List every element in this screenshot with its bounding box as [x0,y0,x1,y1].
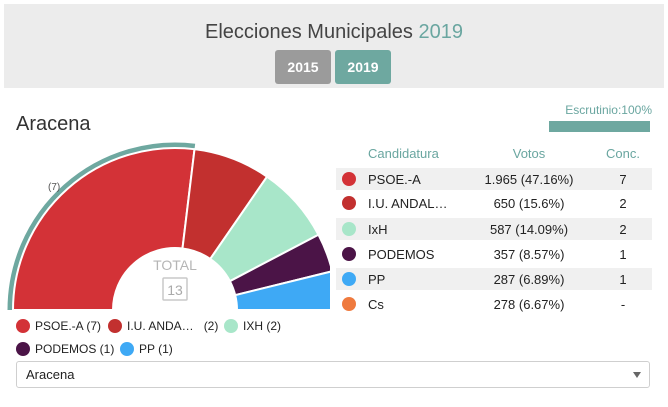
table-row: PP 287 (6.89%) 1 [336,268,652,290]
party-name: PSOE.-A [368,172,421,187]
table-row: Cs 278 (6.67%) - [336,293,652,315]
year-2019-button[interactable]: 2019 [335,50,391,84]
total-label: TOTAL [153,257,197,273]
legend-color-dot [16,319,30,333]
total-box [162,277,188,301]
party-votos: 278 (6.67%) [493,297,565,312]
column-header-votos: Votos [512,146,546,161]
escrutinio-progress-bar [549,121,650,132]
majority-arc [7,142,196,310]
party-name: IxH [368,222,388,237]
column-header-conc: Conc. [606,146,640,161]
municipio-title: Aracena [16,113,91,135]
title-text: Elecciones Municipales [205,21,413,43]
legend-label: PSOE.-A (7) [35,319,102,333]
municipio-select-value: Aracena [26,367,75,382]
table-row: PSOE.-A 1.965 (47.16%) 7 [336,168,652,190]
legend-color-dot [16,342,30,356]
legend-item[interactable]: PSOE.-A (7) [16,319,101,333]
table-row: I.U. ANDAL… 650 (15.6%) 2 [336,192,652,214]
year-2015-button[interactable]: 2015 [275,50,331,84]
legend-label: PP (1) [139,342,173,356]
party-votos: 357 (8.57%) [493,247,565,262]
escrutinio-label: Escrutinio:100% [565,103,652,117]
party-name: Cs [368,297,384,312]
party-conc: 1 [619,272,627,287]
escrutinio-progress-fill [549,121,650,132]
legend-label: I.U. ANDA… [127,319,194,333]
legend-item[interactable]: PP (1) [120,342,173,356]
legend-count: (2) [203,319,219,333]
majority-label: (7) [48,182,60,193]
seat-slice-psoe-a [11,147,196,310]
party-color-dot [342,297,356,311]
legend-color-dot [120,342,134,356]
title-year: 2019 [418,21,463,43]
party-color-dot [342,247,356,261]
table-row: PODEMOS 357 (8.57%) 1 [336,243,652,265]
header-panel: Elecciones Municipales 2019 2015 2019 [4,4,664,88]
legend-item[interactable]: PODEMOS (1) [16,342,114,356]
column-header-candidatura: Candidatura [368,146,439,161]
party-conc: 7 [619,172,627,187]
party-name: PODEMOS [368,247,435,262]
legend-label: IXH (2) [243,319,282,333]
party-name: PP [368,272,386,287]
party-votos: 650 (15.6%) [493,196,565,211]
total-value: 13 [167,282,183,298]
party-color-dot [342,272,356,286]
legend-label: PODEMOS (1) [35,342,115,356]
party-votos: 287 (6.89%) [493,272,565,287]
legend-color-dot [224,319,238,333]
party-votos: 1.965 (47.16%) [484,172,574,187]
party-color-dot [342,222,356,236]
party-name: I.U. ANDAL… [368,196,448,211]
party-conc: 2 [619,196,627,211]
party-conc: 1 [619,247,627,262]
party-color-dot [342,196,356,210]
legend-item[interactable]: I.U. ANDA… (2) [108,319,218,333]
page-title: Elecciones Municipales 2019 [4,21,664,44]
table-row: IxH 587 (14.09%) 2 [336,218,652,240]
seat-slice-pp [233,270,330,310]
chevron-down-icon [633,372,641,378]
party-conc: 2 [619,222,627,237]
party-conc: - [620,297,626,312]
municipio-select[interactable]: Aracena [16,361,650,388]
seats-semicircle-chart: (7) TOTAL 13 [7,142,330,310]
legend-color-dot [108,319,122,333]
legend-item[interactable]: IXH (2) [224,319,281,333]
party-color-dot [342,172,356,186]
party-votos: 587 (14.09%) [489,222,569,237]
